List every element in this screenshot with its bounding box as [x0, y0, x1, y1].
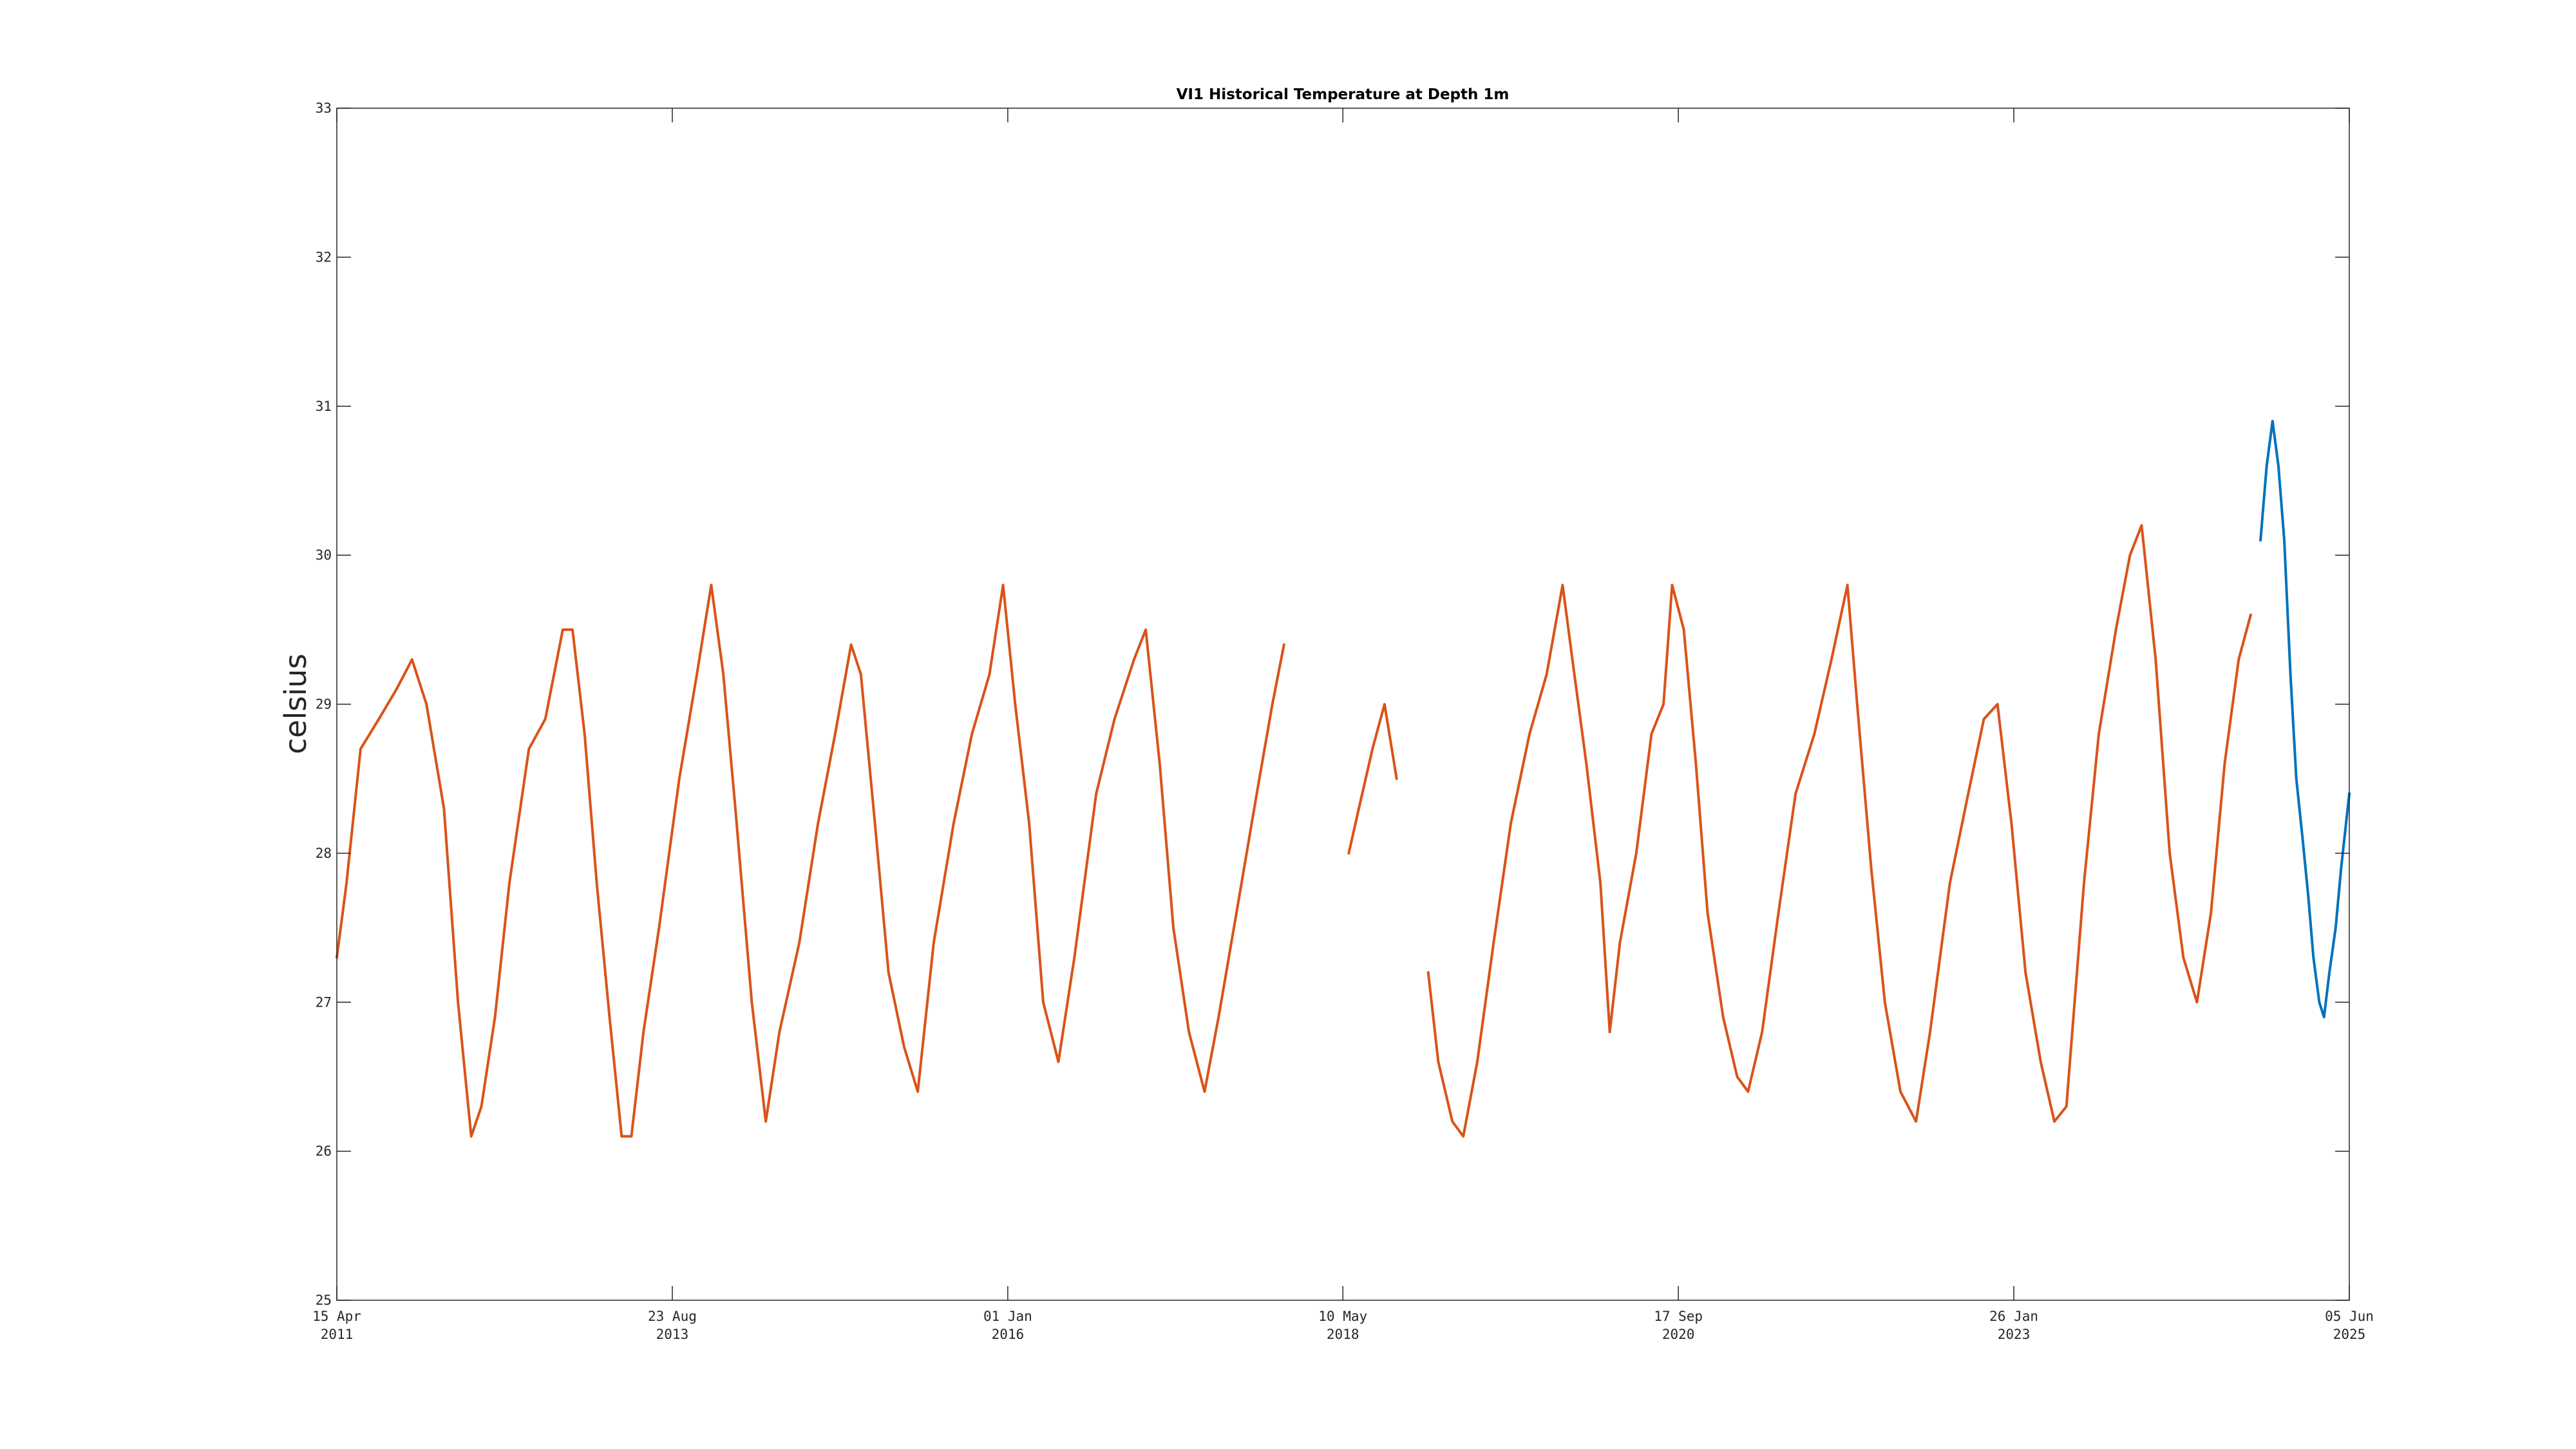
series-0 — [336, 524, 2252, 1138]
x-tick-label-line1: 23 Aug — [648, 1309, 697, 1324]
y-tick-label: 28 — [316, 846, 332, 861]
y-tick-label: 31 — [316, 399, 332, 414]
y-tick-label: 30 — [316, 547, 332, 563]
x-tick-label-line1: 05 Jun — [2325, 1309, 2374, 1324]
x-tick-label-line1: 26 Jan — [1989, 1309, 2038, 1324]
plot-area — [337, 108, 2349, 1300]
x-tick-label-line2: 2020 — [1662, 1327, 1695, 1342]
x-tick-label-line1: 15 Apr — [312, 1309, 361, 1324]
x-tick-label-line1: 10 May — [1318, 1309, 1367, 1324]
x-tick-label-line1: 01 Jan — [983, 1309, 1032, 1324]
x-tick-label-line2: 2025 — [2333, 1327, 2366, 1342]
x-tick-label-line2: 2011 — [321, 1327, 354, 1342]
y-tick-label: 29 — [316, 697, 332, 712]
series-line — [2259, 419, 2351, 1019]
y-tick-label: 27 — [316, 994, 332, 1010]
series-1 — [2259, 419, 2351, 1019]
x-tick-label-line1: 17 Sep — [1654, 1309, 1703, 1324]
x-tick-label-line2: 2013 — [656, 1327, 689, 1342]
series-line — [336, 583, 1285, 1138]
series-layer — [336, 419, 2351, 1138]
y-axis-label: celsius — [278, 654, 313, 754]
y-tick-label: 33 — [316, 100, 332, 116]
chart-title: VI1 Historical Temperature at Depth 1m — [1177, 86, 1510, 103]
series-line — [1426, 524, 2252, 1138]
x-tick-label-line2: 2016 — [992, 1327, 1025, 1342]
series-line — [1347, 703, 1398, 855]
y-tick-label: 26 — [316, 1144, 332, 1159]
x-tick-label-line2: 2023 — [1998, 1327, 2031, 1342]
ticks-layer: 25 26 27 28 29 30 31 32 33 15 Apr 2011 23 Aug 2013 01… — [312, 100, 2374, 1342]
axes-box — [336, 108, 2350, 1301]
x-tick-label-line2: 2018 — [1327, 1327, 1359, 1342]
y-tick-label: 25 — [316, 1293, 332, 1308]
y-tick-label: 32 — [316, 249, 332, 265]
